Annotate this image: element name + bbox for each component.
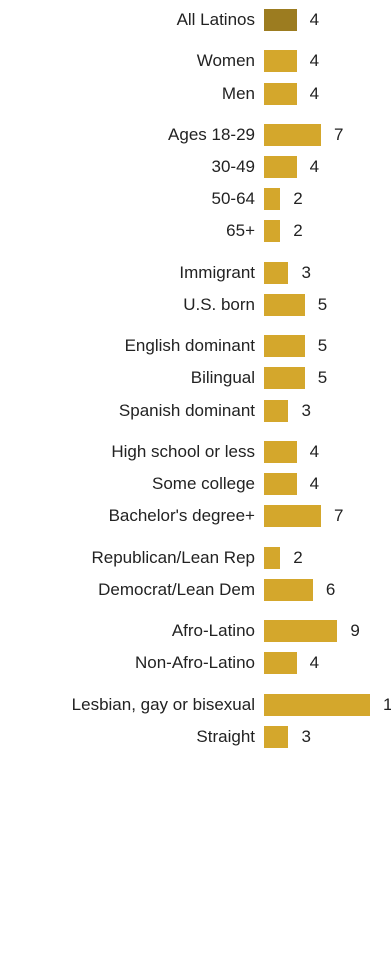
bar: [264, 123, 322, 146]
category-label: English dominant: [124, 336, 255, 356]
category-label: 30-49: [211, 157, 255, 176]
bar: [264, 693, 370, 716]
category-label: Republican/Lean Rep: [91, 547, 255, 567]
category-label: Straight: [196, 726, 255, 746]
bar: [264, 440, 297, 463]
category-label: Immigrant: [179, 262, 255, 282]
category-label: Spanish dominant: [118, 400, 255, 420]
category-label: All Latinos: [176, 10, 255, 29]
value-label: 4: [309, 441, 320, 461]
category-label: Women: [196, 51, 255, 71]
value-label: 9: [350, 621, 360, 641]
category-label: Democrat/Lean Dem: [98, 579, 255, 599]
bar: [264, 652, 297, 675]
bar: [264, 156, 297, 178]
value-label: 5: [317, 336, 328, 356]
bar: [264, 50, 297, 73]
bar: [264, 399, 289, 422]
value-label: 4: [309, 653, 320, 673]
value-label: 2: [293, 547, 303, 567]
bar: [264, 188, 281, 211]
category-label: Lesbian, gay or bisexual: [71, 694, 255, 714]
bar: [264, 82, 297, 105]
category-label: 65+: [226, 221, 255, 241]
value-label: 4: [309, 83, 320, 103]
value-label: 13: [382, 694, 391, 714]
category-label: Ages 18-29: [168, 124, 255, 144]
category-label: Some college: [151, 474, 255, 494]
category-label: U.S. born: [183, 294, 255, 314]
bar: [264, 578, 313, 601]
bar: [264, 725, 289, 748]
value-label: 4: [309, 157, 320, 176]
bar: [264, 220, 281, 243]
bar: [264, 293, 305, 316]
value-label: 5: [317, 368, 328, 388]
value-label: 4: [309, 10, 320, 29]
category-label: 50-64: [211, 189, 255, 209]
value-label: 2: [293, 221, 303, 241]
value-label: 3: [301, 400, 311, 420]
category-label: Afro-Latino: [171, 621, 255, 641]
value-label: 7: [334, 506, 344, 526]
category-label: Bilingual: [190, 368, 255, 388]
bar: [264, 335, 305, 358]
category-label: Men: [221, 83, 255, 103]
bar: [264, 620, 338, 643]
bar: [264, 505, 322, 528]
bar: [264, 9, 297, 31]
bar: [264, 473, 297, 496]
category-label: High school or less: [111, 441, 255, 461]
value-label: 5: [317, 294, 328, 314]
bar: [264, 546, 281, 569]
value-label: 2: [293, 189, 303, 209]
value-label: 4: [309, 474, 320, 494]
bar: [264, 261, 289, 284]
value-label: 7: [334, 124, 344, 144]
value-label: 4: [309, 51, 320, 71]
category-label: Non-Afro-Latino: [134, 653, 255, 673]
category-label: Bachelor's degree+: [108, 506, 255, 526]
value-label: 3: [301, 726, 311, 746]
bar: [264, 367, 305, 390]
value-label: 6: [325, 579, 336, 599]
value-label: 3: [301, 262, 311, 282]
